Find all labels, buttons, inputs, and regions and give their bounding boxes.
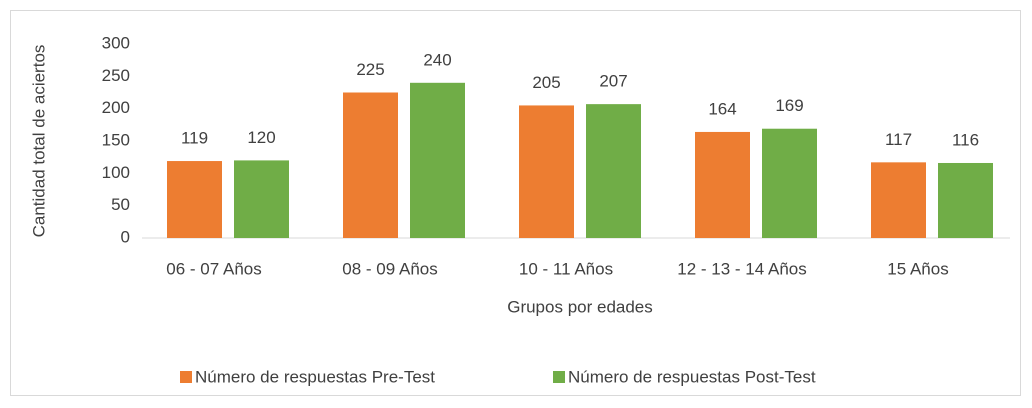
x-tick-label: 10 - 11 Años <box>519 259 613 278</box>
data-label: 117 <box>885 130 912 149</box>
legend-swatch <box>180 371 192 383</box>
y-tick-label: 150 <box>102 130 130 149</box>
data-label: 240 <box>423 50 451 69</box>
bar <box>410 82 465 238</box>
y-tick-label: 0 <box>121 227 130 246</box>
data-label: 205 <box>532 73 560 92</box>
bar <box>695 131 750 238</box>
bar <box>234 160 289 238</box>
data-label: 169 <box>775 96 803 115</box>
x-tick-label: 12 - 13 - 14 Años <box>677 259 806 278</box>
bar <box>167 161 222 238</box>
bar <box>762 128 817 238</box>
data-label: 116 <box>952 130 979 149</box>
x-axis-title: Grupos por edades <box>507 297 653 316</box>
bar <box>519 105 574 238</box>
data-label: 119 <box>181 129 208 148</box>
x-tick-label: 06 - 07 Años <box>166 259 261 278</box>
x-tick-label: 08 - 09 Años <box>342 259 437 278</box>
y-tick-label: 250 <box>102 66 130 85</box>
legend-swatch <box>553 371 565 383</box>
y-tick-label: 100 <box>102 163 130 182</box>
data-label: 164 <box>708 99 736 118</box>
bar <box>343 92 398 238</box>
data-label: 207 <box>599 72 627 91</box>
data-label: 225 <box>356 60 384 79</box>
data-label: 120 <box>247 128 275 147</box>
legend-label: Número de respuestas Post-Test <box>568 367 816 386</box>
chart-border <box>10 10 1021 396</box>
x-tick-label: 15 Años <box>887 259 948 278</box>
y-axis-title: Cantidad total de aciertos <box>29 45 48 238</box>
y-tick-label: 50 <box>111 195 130 214</box>
bar <box>938 162 993 238</box>
y-tick-label: 300 <box>102 33 130 52</box>
legend-label: Número de respuestas Pre-Test <box>195 367 435 386</box>
bar <box>871 162 926 238</box>
bar <box>586 104 641 238</box>
y-tick-label: 200 <box>102 98 130 117</box>
